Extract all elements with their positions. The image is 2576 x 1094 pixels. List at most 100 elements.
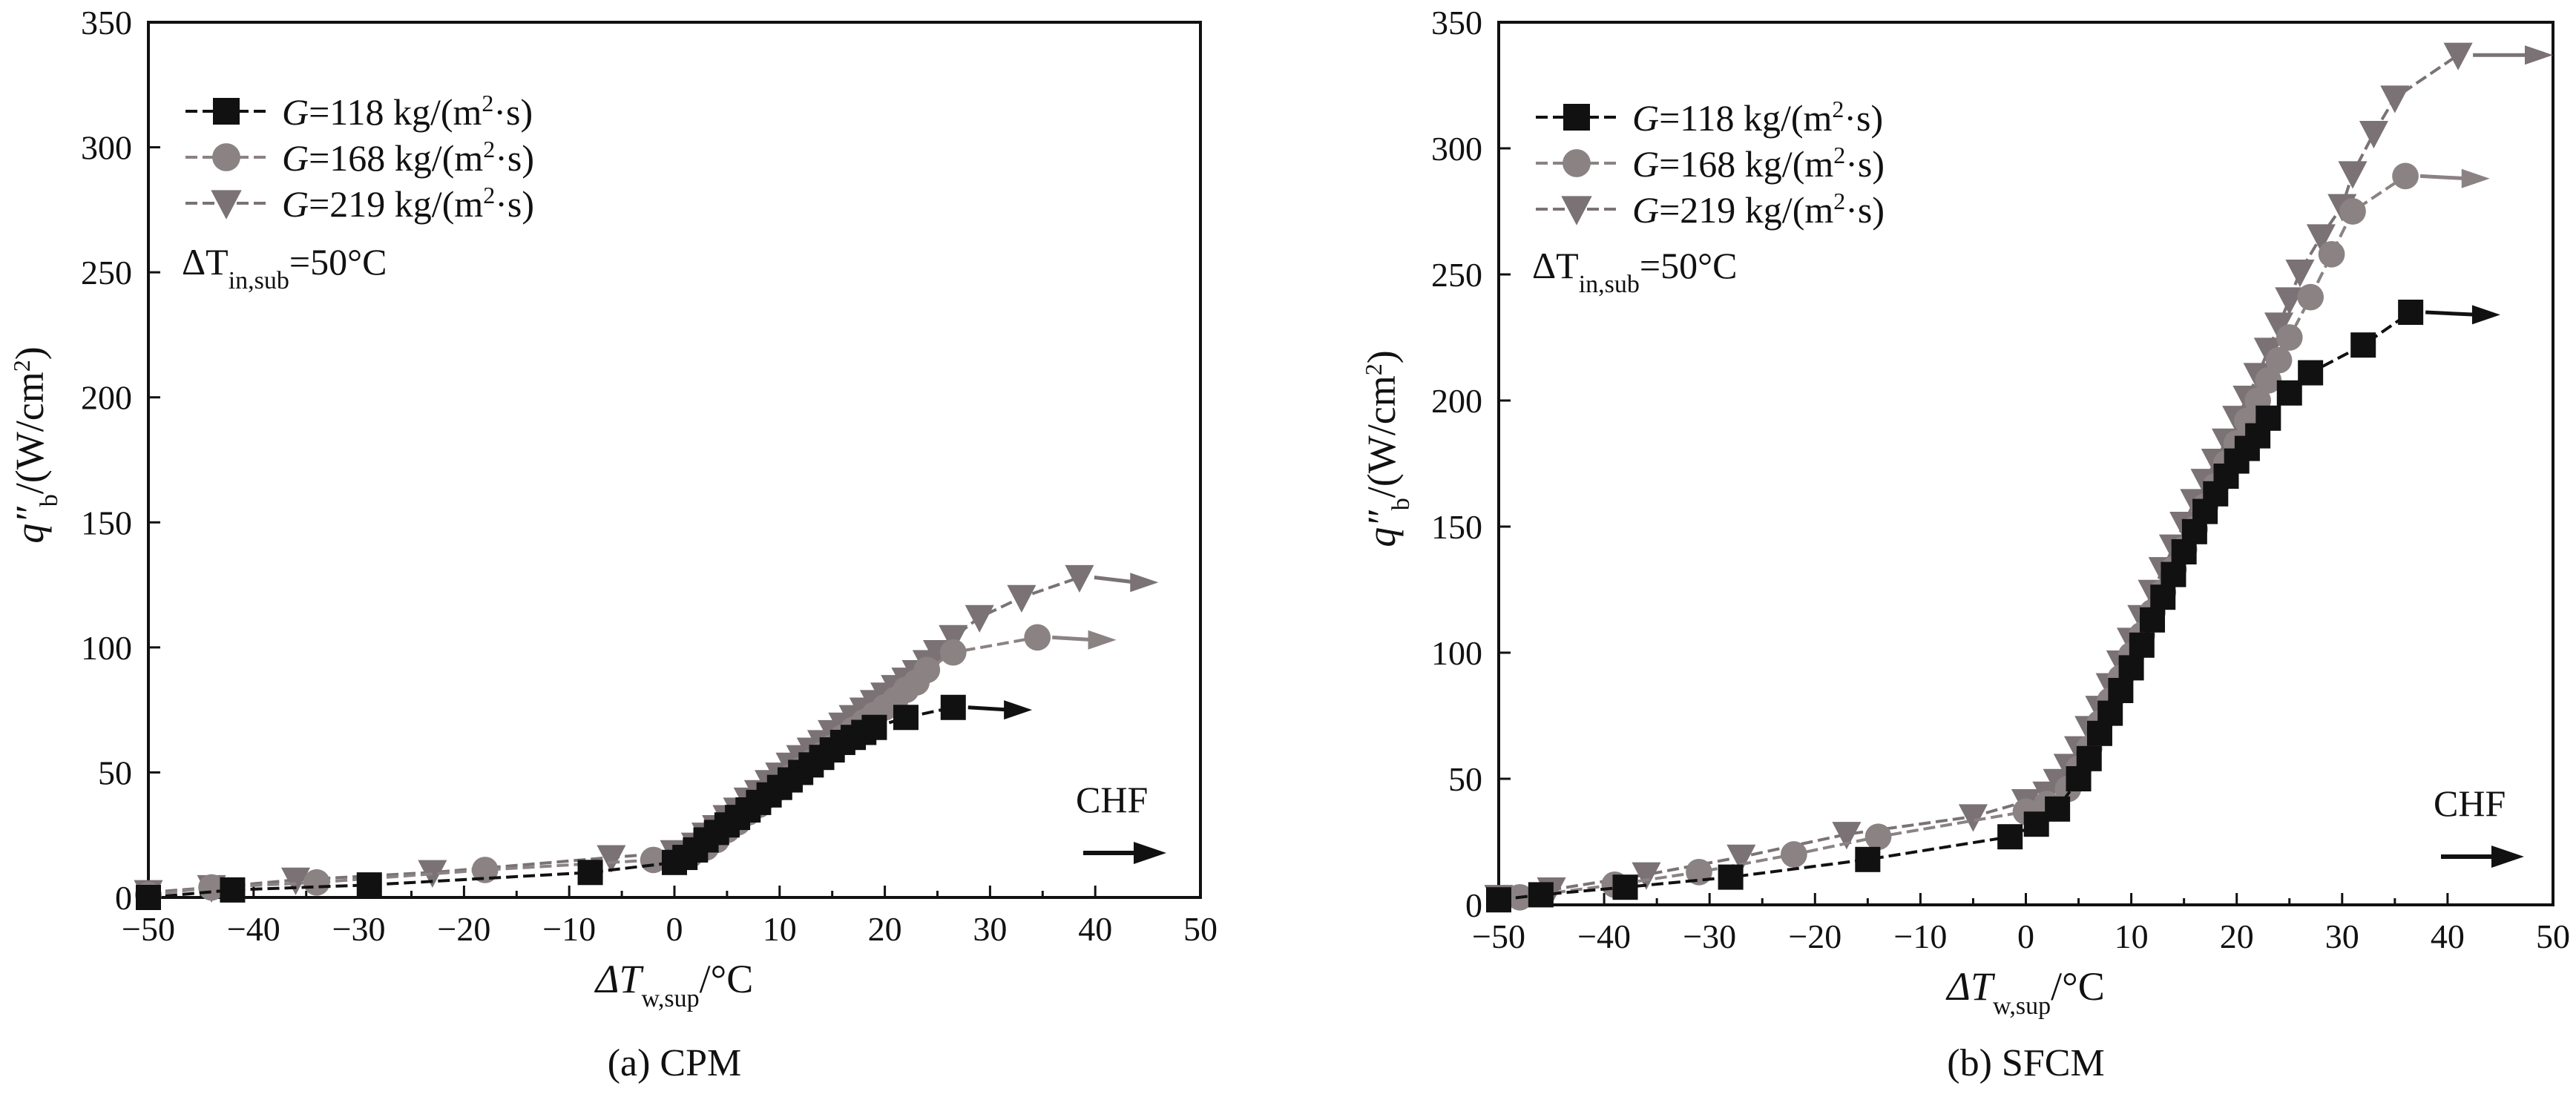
chf-arrow-head bbox=[1004, 700, 1033, 720]
data-point bbox=[1997, 824, 2023, 850]
data-point bbox=[303, 869, 330, 896]
data-point bbox=[1855, 846, 1881, 872]
x-tick-label: −40 bbox=[1577, 917, 1631, 955]
legend-item-g118: G=118 kg/(m2·s) bbox=[1536, 96, 1883, 139]
chf-annotation: CHF bbox=[2434, 782, 2524, 868]
x-tick-label: 50 bbox=[1183, 910, 1218, 948]
data-point bbox=[1832, 822, 1862, 850]
y-tick-label: 150 bbox=[81, 504, 132, 541]
data-point bbox=[356, 872, 382, 898]
series-layer bbox=[1484, 42, 2553, 913]
legend-item-g168: G=168 kg/(m2·s) bbox=[185, 136, 534, 179]
y-tick-label: 100 bbox=[81, 629, 132, 667]
data-point bbox=[965, 604, 994, 633]
data-point bbox=[1726, 844, 1756, 872]
chf-arrow-head bbox=[2471, 305, 2500, 325]
x-tick-label: −30 bbox=[332, 910, 386, 948]
data-point bbox=[2264, 312, 2294, 340]
svg-text:G=118 kg/(m2·s): G=118 kg/(m2·s) bbox=[1632, 96, 1883, 139]
data-point bbox=[1007, 584, 1036, 613]
legend-item-g219: G=219 kg/(m2·s) bbox=[1536, 188, 1885, 231]
data-point bbox=[1632, 862, 1661, 890]
chf-arrow-line bbox=[1094, 575, 1137, 584]
data-point bbox=[2338, 161, 2368, 189]
y-axis-label: q″b/(W/cm2) bbox=[1359, 350, 1415, 547]
x-tick-label: 40 bbox=[1078, 910, 1112, 948]
data-point bbox=[597, 845, 626, 873]
y-tick-label: 300 bbox=[81, 129, 132, 167]
data-point bbox=[2339, 198, 2366, 225]
legend-item-g168: G=168 kg/(m2·s) bbox=[1536, 142, 1885, 185]
y-tick-label: 250 bbox=[1431, 256, 1482, 294]
data-point bbox=[2150, 584, 2176, 610]
data-point bbox=[940, 694, 966, 720]
data-point bbox=[220, 877, 246, 903]
data-point bbox=[2359, 120, 2388, 149]
chart-panel-cpm: −50 −40 −30 −20 −10 0 10 20 30 40 50 0 50 100 150 200 25… bbox=[7, 4, 1218, 1084]
x-tick-label: 0 bbox=[666, 910, 683, 948]
data-point bbox=[2275, 287, 2304, 315]
data-point bbox=[2023, 811, 2049, 837]
y-tick-label: 150 bbox=[1431, 508, 1482, 546]
data-point bbox=[1612, 874, 1638, 900]
data-point bbox=[136, 885, 161, 910]
x-tick-label: 20 bbox=[2220, 917, 2254, 955]
data-point bbox=[2045, 796, 2071, 822]
chf-arrow-line bbox=[2425, 310, 2479, 317]
x-tick-label: 10 bbox=[763, 910, 797, 948]
data-point bbox=[198, 874, 225, 901]
data-point bbox=[577, 860, 603, 886]
y-axis-label: q″b/(W/cm2) bbox=[7, 346, 63, 543]
chf-label: CHF bbox=[2434, 782, 2506, 824]
y-tick-label: 300 bbox=[1431, 130, 1482, 168]
data-point bbox=[2129, 632, 2155, 658]
x-axis-label: ΔTw,sup/°C bbox=[1945, 964, 2104, 1020]
data-point bbox=[1958, 804, 1988, 832]
data-point bbox=[418, 860, 447, 888]
y-tick-label: 50 bbox=[1448, 760, 1482, 798]
x-axis-label: ΔTw,sup/°C bbox=[594, 957, 753, 1012]
x-tick-label: −20 bbox=[437, 910, 490, 948]
chf-arrow-line bbox=[2419, 174, 2468, 181]
data-point bbox=[2392, 162, 2419, 190]
data-point bbox=[939, 639, 967, 666]
svg-text:G=168 kg/(m2·s): G=168 kg/(m2·s) bbox=[1632, 142, 1885, 185]
y-tick-label: 0 bbox=[1465, 886, 1482, 924]
chf-annotation: CHF bbox=[1076, 779, 1166, 864]
axis-ticks: −50 −40 −30 −20 −10 0 10 20 30 40 50 0 50 100 150 200 25… bbox=[81, 4, 1218, 948]
x-tick-label: 50 bbox=[2536, 917, 2570, 955]
data-point bbox=[2318, 240, 2345, 268]
data-point bbox=[2255, 405, 2281, 431]
chf-arrow-head bbox=[1130, 573, 1159, 593]
axis-ticks: −50 −40 −30 −20 −10 0 10 20 30 40 50 0 50 100 150 200 25… bbox=[1431, 4, 2570, 955]
data-point bbox=[2285, 259, 2315, 288]
panel-caption: (a) CPM bbox=[608, 1042, 742, 1084]
y-tick-label: 250 bbox=[81, 254, 132, 291]
panel-caption: (b) SFCM bbox=[1947, 1042, 2104, 1084]
x-tick-label: 10 bbox=[2115, 917, 2149, 955]
y-tick-label: 0 bbox=[115, 879, 132, 917]
condition-label: ΔTin,sub=50°C bbox=[182, 241, 387, 294]
x-tick-label: −20 bbox=[1788, 917, 1841, 955]
data-point bbox=[2443, 42, 2473, 70]
svg-text:G=219 kg/(m2·s): G=219 kg/(m2·s) bbox=[282, 182, 534, 225]
data-point bbox=[2298, 360, 2324, 386]
data-point bbox=[2255, 366, 2282, 394]
legend: G=118 kg/(m2·s) G=168 kg/(m2·s) G=219 kg… bbox=[182, 90, 534, 294]
x-tick-label: −50 bbox=[122, 910, 175, 948]
data-point bbox=[2161, 561, 2186, 587]
data-point bbox=[1864, 823, 1892, 851]
series-layer bbox=[134, 564, 1159, 910]
y-tick-label: 350 bbox=[81, 4, 132, 42]
data-point bbox=[893, 705, 919, 731]
chart-panel-sfcm: −50 −40 −30 −20 −10 0 10 20 30 40 50 0 50 100 150 200 25… bbox=[1359, 4, 2570, 1084]
data-point bbox=[913, 656, 941, 684]
legend-item-g118: G=118 kg/(m2·s) bbox=[185, 90, 533, 133]
data-point bbox=[2276, 380, 2302, 406]
data-point bbox=[1486, 887, 1511, 913]
data-point bbox=[1024, 624, 1051, 651]
data-point bbox=[2265, 346, 2293, 374]
data-point bbox=[1528, 882, 1554, 908]
